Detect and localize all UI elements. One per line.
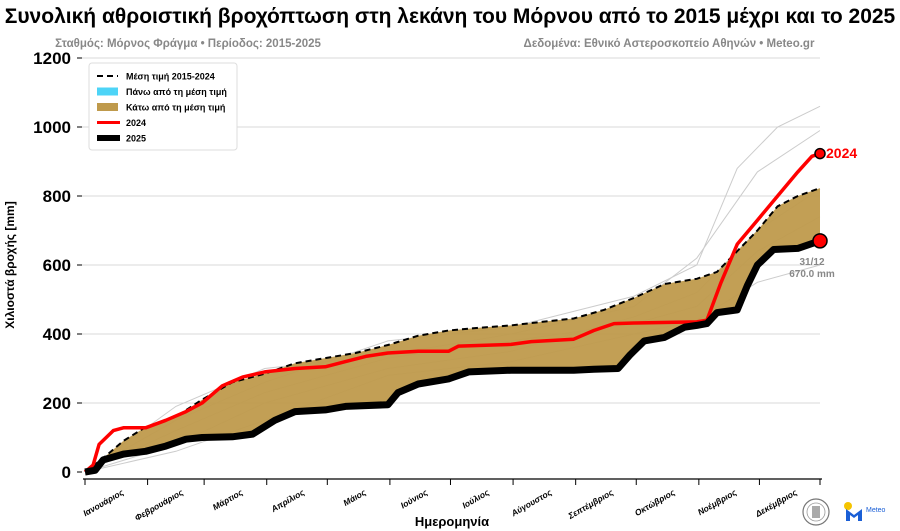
svg-text:Meteo: Meteo xyxy=(866,507,886,514)
legend-label: Πάνω από τη μέση τιμή xyxy=(126,87,227,97)
x-tick-label: Οκτώβριος xyxy=(633,487,677,518)
x-tick-label: Μάρτιος xyxy=(211,487,245,512)
legend-label: 2025 xyxy=(126,134,146,144)
chart-title: Συνολική αθροιστική βροχόπτωση στη λεκάν… xyxy=(5,5,896,28)
x-tick-label: Φεβρουάριος xyxy=(133,487,185,523)
y-tick-label: 400 xyxy=(43,325,71,344)
x-tick-label: Σεπτέμβριος xyxy=(566,487,616,522)
x-tick-label: Ιανουάριος xyxy=(81,487,125,518)
label-2024: 2024 xyxy=(826,145,857,161)
legend-swatch-fill xyxy=(97,87,118,96)
y-tick-label: 600 xyxy=(43,256,71,275)
chart-subtitle-left: Σταθμός: Μόρνος Φράγμα • Περίοδος: 2015-… xyxy=(55,38,321,50)
y-tick-label: 800 xyxy=(43,187,71,206)
y-tick-label: 1200 xyxy=(33,49,71,68)
x-tick-label: Δεκέμβριος xyxy=(753,487,799,520)
chart-subtitle-right: Δεδομένα: Εθνικό Αστεροσκοπείο Αθηνών • … xyxy=(524,38,815,50)
legend: Μέση τιμή 2015-2024 Πάνω από τη μέση τιμή… xyxy=(88,62,238,151)
observatory-seal-logo xyxy=(802,498,830,526)
series-2024-line xyxy=(83,151,821,474)
end-date-label: 31/12 xyxy=(799,257,824,268)
y-tick-label: 200 xyxy=(43,394,71,413)
meteo-logo: Meteo xyxy=(844,502,886,521)
y-tick-label: 0 xyxy=(62,463,71,482)
end-marker-2024 xyxy=(814,147,826,160)
end-marker-2025 xyxy=(812,233,828,249)
x-tick-label: Ιούνιος xyxy=(399,487,430,511)
legend-label: 2024 xyxy=(126,118,146,128)
x-axis-label: Ημερομηνία xyxy=(415,514,489,529)
legend-label: Κάτω από τη μέση τιμή xyxy=(126,103,225,113)
x-tick-label: Αύγουστος xyxy=(509,487,554,519)
x-tick-label: Νοέμβριος xyxy=(696,487,739,517)
x-tick-label: Απρίλιος xyxy=(269,487,307,515)
y-tick-label: 1000 xyxy=(33,118,71,137)
y-axis-label: Χιλιοστά βροχής [mm] xyxy=(3,201,17,328)
end-value-label: 670.0 mm xyxy=(789,269,835,280)
series-2025-line xyxy=(84,237,822,476)
x-tick-label: Μάιος xyxy=(341,487,368,508)
legend-swatch-fill xyxy=(97,103,118,111)
x-tick-label: Ιούλιος xyxy=(460,487,491,511)
legend-label: Μέση τιμή 2015-2024 xyxy=(126,72,215,82)
below-mean-fill xyxy=(85,188,820,472)
